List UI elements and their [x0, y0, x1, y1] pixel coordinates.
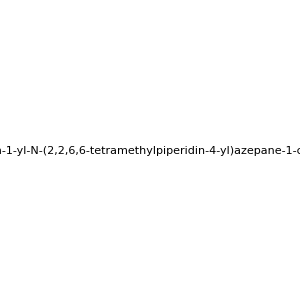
Text: 4-pyrrolidin-1-yl-N-(2,2,6,6-tetramethylpiperidin-4-yl)azepane-1-carboxamide: 4-pyrrolidin-1-yl-N-(2,2,6,6-tetramethyl… [0, 146, 300, 157]
